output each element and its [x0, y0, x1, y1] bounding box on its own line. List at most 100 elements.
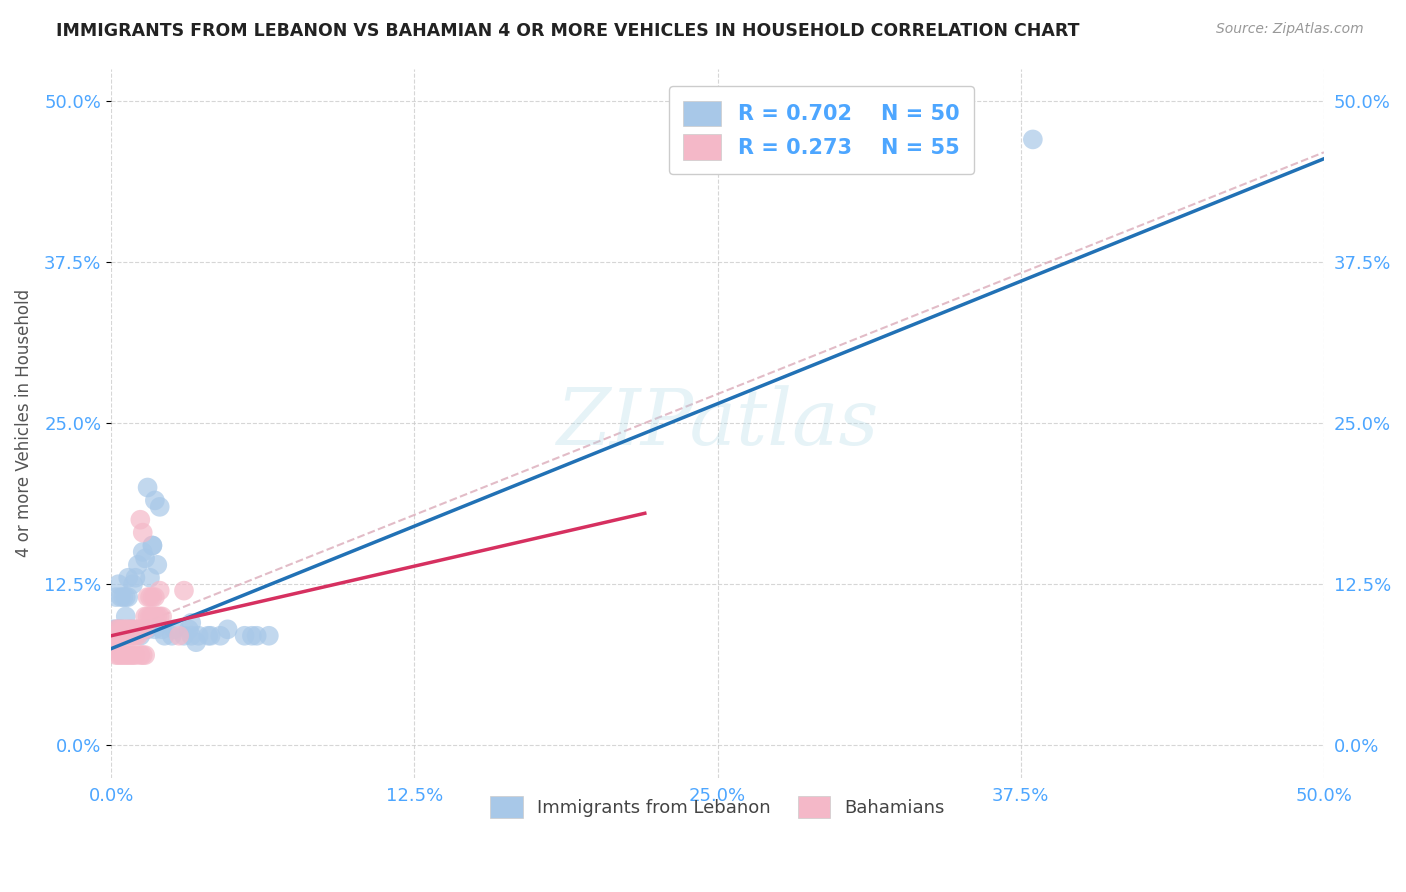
Point [141, 609, 163, 624]
Point [127, 629, 149, 643]
Point [246, 629, 269, 643]
Point [110, 623, 132, 637]
Legend: Immigrants from Lebanon, Bahamians: Immigrants from Lebanon, Bahamians [482, 789, 952, 825]
Point [114, 648, 136, 662]
Point [120, 629, 142, 643]
Point [132, 525, 155, 540]
Point [107, 623, 129, 637]
Point [120, 623, 142, 637]
Point [167, 629, 190, 643]
Point [139, 571, 162, 585]
Point [209, 629, 232, 643]
Point [163, 623, 186, 637]
Point [117, 629, 139, 643]
Point [132, 545, 155, 559]
Point [173, 629, 195, 643]
Point [103, 629, 125, 643]
Point [187, 629, 209, 643]
Point [112, 623, 135, 637]
Point [240, 629, 263, 643]
Point [105, 641, 128, 656]
Point [143, 493, 166, 508]
Point [146, 609, 169, 624]
Point [117, 648, 139, 662]
Point [136, 623, 159, 637]
Point [103, 623, 125, 637]
Point [107, 629, 129, 643]
Point [139, 590, 162, 604]
Point [127, 558, 149, 572]
Point [217, 623, 239, 637]
Point [233, 629, 256, 643]
Point [105, 648, 128, 662]
Point [184, 635, 207, 649]
Point [114, 590, 136, 604]
Point [134, 551, 156, 566]
Point [141, 539, 163, 553]
Point [110, 590, 132, 604]
Point [105, 623, 128, 637]
Point [143, 623, 166, 637]
Point [139, 609, 162, 624]
Point [149, 583, 172, 598]
Point [180, 615, 202, 630]
Point [149, 609, 172, 624]
Point [120, 623, 142, 637]
Point [150, 623, 173, 637]
Text: Source: ZipAtlas.com: Source: ZipAtlas.com [1216, 22, 1364, 37]
Point [107, 623, 129, 637]
Point [122, 648, 145, 662]
Point [112, 590, 135, 604]
Point [107, 629, 129, 643]
Point [120, 648, 142, 662]
Point [114, 609, 136, 624]
Point [127, 623, 149, 637]
Point [124, 623, 146, 637]
Point [129, 629, 152, 643]
Point [173, 583, 195, 598]
Point [200, 629, 222, 643]
Point [150, 609, 173, 624]
Point [112, 629, 135, 643]
Point [112, 648, 135, 662]
Point [136, 609, 159, 624]
Point [129, 623, 152, 637]
Point [117, 623, 139, 637]
Point [114, 629, 136, 643]
Point [143, 609, 166, 624]
Point [177, 623, 200, 637]
Point [136, 590, 159, 604]
Point [149, 500, 172, 514]
Point [124, 629, 146, 643]
Point [105, 629, 128, 643]
Point [134, 609, 156, 624]
Point [132, 623, 155, 637]
Point [160, 629, 183, 643]
Point [114, 623, 136, 637]
Point [107, 577, 129, 591]
Point [105, 623, 128, 637]
Point [197, 629, 219, 643]
Point [124, 571, 146, 585]
Point [146, 558, 169, 572]
Point [107, 648, 129, 662]
Point [112, 629, 135, 643]
Point [153, 629, 176, 643]
Point [117, 571, 139, 585]
Point [129, 648, 152, 662]
Point [141, 539, 163, 553]
Point [134, 648, 156, 662]
Point [122, 629, 145, 643]
Point [180, 629, 202, 643]
Point [129, 513, 152, 527]
Point [132, 648, 155, 662]
Text: ZIPatlas: ZIPatlas [557, 384, 879, 461]
Point [143, 590, 166, 604]
Point [124, 648, 146, 662]
Point [112, 624, 135, 639]
Point [103, 641, 125, 656]
Point [136, 481, 159, 495]
Point [117, 590, 139, 604]
Text: IMMIGRANTS FROM LEBANON VS BAHAMIAN 4 OR MORE VEHICLES IN HOUSEHOLD CORRELATION : IMMIGRANTS FROM LEBANON VS BAHAMIAN 4 OR… [56, 22, 1080, 40]
Point [134, 623, 156, 637]
